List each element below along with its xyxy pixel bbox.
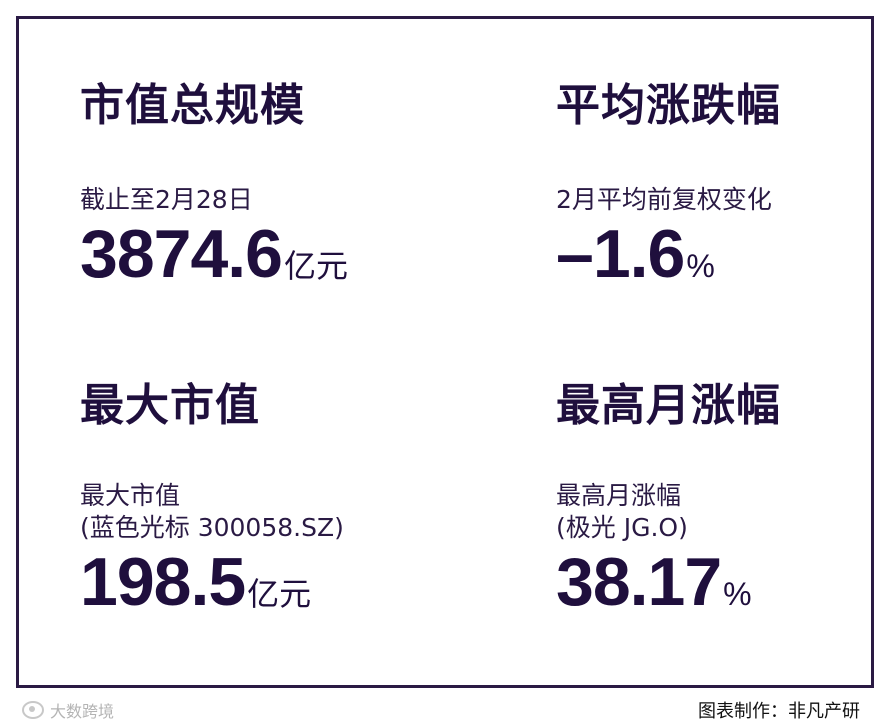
market-cap-value-row: 3874.6亿元 [80, 220, 348, 288]
top-gain-card: 最高月涨幅 最高月涨幅 (极光 JG.O) 38.17% [556, 380, 781, 617]
avg-change-value-row: –1.6% [556, 220, 781, 288]
market-cap-value: 3874.6 [80, 216, 283, 292]
avg-change-caption: 2月平均前复权变化 [556, 185, 772, 214]
top-gain-value: 38.17 [556, 544, 722, 620]
top-gain-value-row: 38.17% [556, 548, 781, 616]
largest-cap-caption-line2: (蓝色光标 300058.SZ) [80, 513, 344, 542]
avg-change-title: 平均涨跌幅 [556, 80, 781, 131]
market-cap-title: 市值总规模 [80, 80, 305, 131]
card-frame [16, 16, 874, 688]
largest-cap-value-row: 198.5亿元 [80, 548, 344, 616]
watermark-text: 大数跨境 [50, 702, 115, 721]
top-gain-caption-line2: (极光 JG.O) [556, 513, 688, 542]
top-gain-caption-line1: 最高月涨幅 [556, 481, 682, 510]
avg-change-card: 平均涨跌幅 2月平均前复权变化 –1.6% [556, 80, 781, 289]
largest-cap-title: 最大市值 [80, 380, 260, 431]
market-cap-unit: 亿元 [283, 247, 348, 285]
market-cap-card: 市值总规模 截止至2月28日 3874.6亿元 [80, 80, 348, 289]
avg-change-value: –1.6 [556, 216, 685, 292]
watermark: 大数跨境 [22, 698, 114, 722]
chart-credit: 图表制作：非凡产研 [698, 701, 860, 722]
market-cap-caption: 截止至2月28日 [80, 185, 253, 214]
top-gain-unit: % [723, 576, 752, 612]
largest-cap-card: 最大市值 最大市值 (蓝色光标 300058.SZ) 198.5亿元 [80, 380, 344, 617]
largest-cap-unit: 亿元 [247, 575, 312, 613]
brand-logo-icon [22, 701, 44, 719]
largest-cap-value: 198.5 [80, 544, 246, 620]
avg-change-unit: % [686, 248, 715, 284]
largest-cap-caption-line1: 最大市值 [80, 481, 181, 510]
top-gain-title: 最高月涨幅 [556, 380, 781, 431]
